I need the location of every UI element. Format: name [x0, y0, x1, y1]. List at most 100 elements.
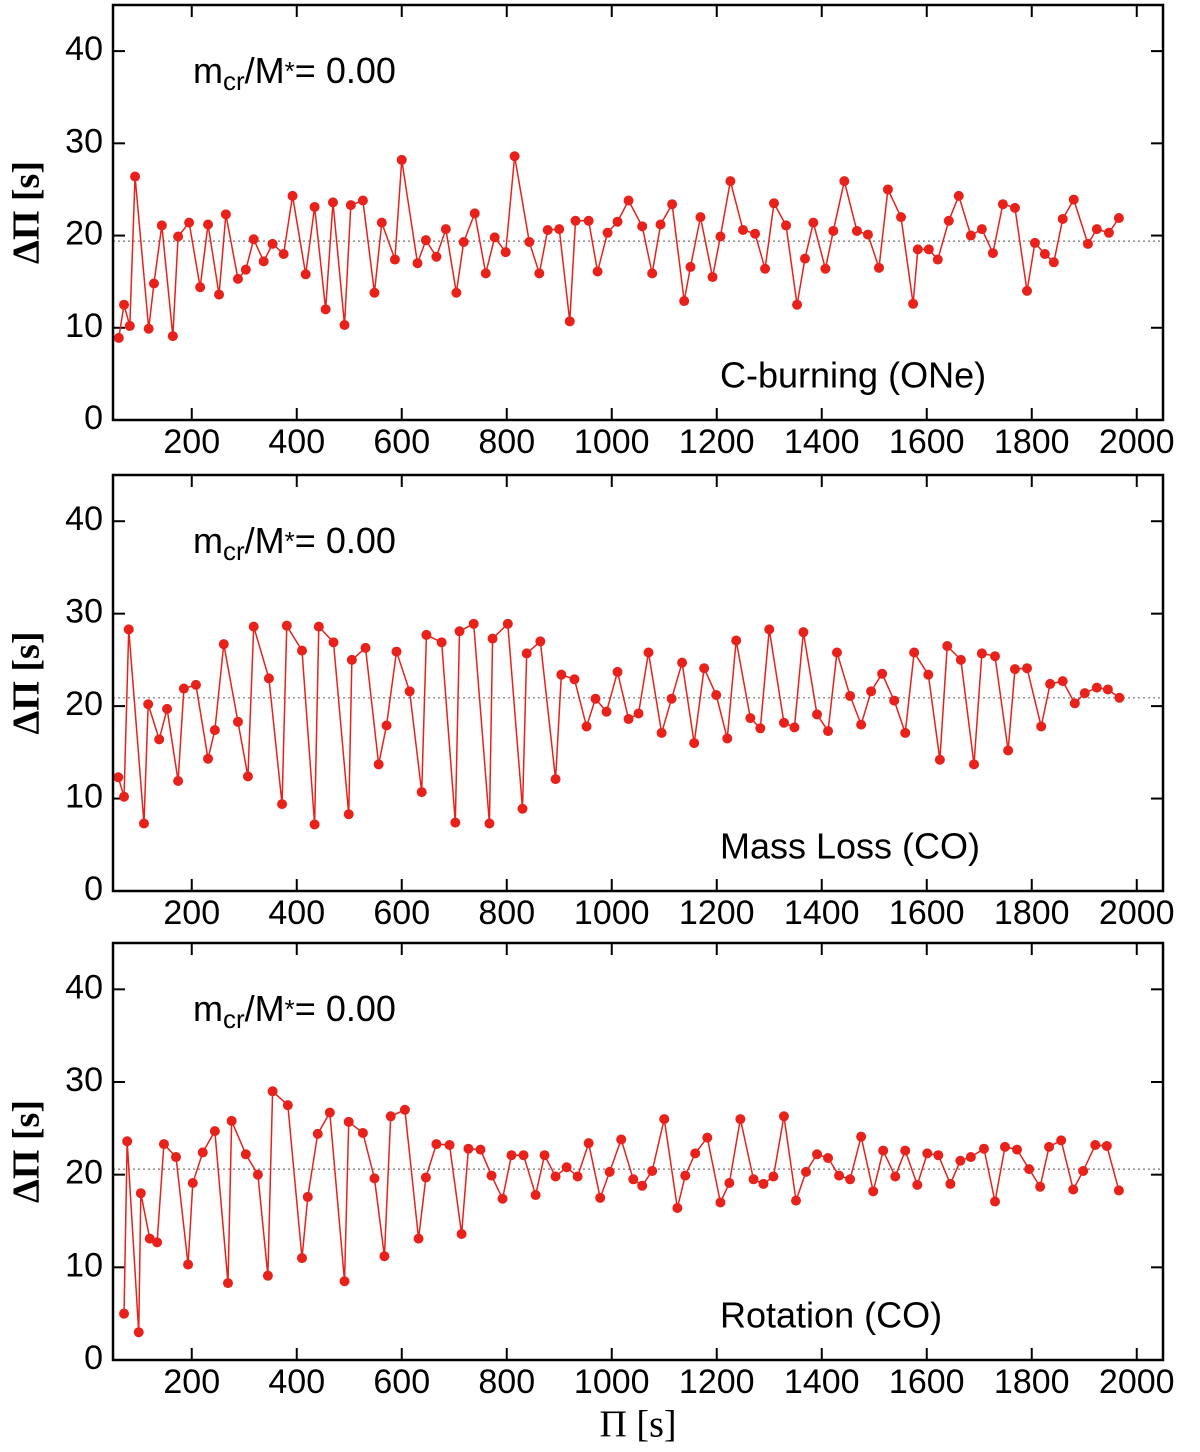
annotation-part: cr [223, 536, 245, 566]
data-point [152, 1237, 163, 1248]
data-point [877, 668, 888, 679]
data-point [267, 238, 278, 249]
annotation-part: m [193, 988, 223, 1029]
data-point [1036, 721, 1047, 732]
data-point [399, 1104, 410, 1115]
data-point [735, 1114, 746, 1125]
x-tick-label: 1400 [784, 1363, 860, 1401]
x-tick-label: 1600 [889, 894, 965, 932]
y-axis-label: ΔΠ [s] [6, 632, 48, 735]
data-point [672, 1203, 683, 1214]
data-point [715, 1197, 726, 1208]
data-point [856, 719, 867, 730]
data-point [768, 198, 779, 209]
data-point [297, 1253, 307, 1264]
data-point [823, 1152, 834, 1163]
data-point [309, 819, 320, 830]
data-point [535, 636, 546, 647]
data-point [707, 272, 718, 283]
data-point [725, 176, 736, 187]
data-point [878, 1145, 889, 1156]
annotation-part: = 0.00 [295, 988, 396, 1029]
data-point [820, 263, 831, 274]
panel-label: Mass Loss (CO) [720, 826, 980, 867]
data-point [750, 228, 761, 239]
data-point [369, 287, 380, 298]
data-point [123, 624, 134, 635]
data-point [171, 1152, 181, 1163]
data-point [187, 1178, 198, 1189]
data-point [679, 296, 690, 307]
data-point [413, 1233, 424, 1244]
panel: 200 400 600 800 1000 1200 1400 1600 1800 2000 0 10 2… [6, 473, 1175, 932]
data-point [647, 1165, 658, 1176]
data-point [781, 220, 792, 231]
data-point [1056, 1135, 1067, 1146]
data-point [592, 266, 603, 277]
data-point [965, 230, 976, 241]
data-point [976, 224, 987, 235]
x-tick-label: 1800 [994, 1363, 1070, 1401]
data-point [616, 1134, 627, 1145]
data-point [420, 1172, 431, 1183]
data-point [643, 647, 654, 658]
data-point [420, 235, 431, 246]
data-point [1044, 1141, 1055, 1152]
data-point [945, 1178, 956, 1189]
data-point [534, 268, 545, 279]
x-tick-label: 600 [373, 1363, 430, 1401]
data-point [1101, 1140, 1112, 1151]
x-tick-label: 2000 [1099, 423, 1175, 461]
data-point [987, 248, 998, 259]
data-point [1009, 202, 1020, 213]
data-point [628, 1174, 639, 1185]
x-tick-label: 800 [478, 894, 535, 932]
x-tick-label: 1600 [889, 423, 965, 461]
data-point [896, 212, 907, 223]
data-point [1045, 678, 1056, 689]
data-point [839, 176, 850, 187]
data-point [1091, 224, 1102, 235]
data-point [755, 723, 766, 734]
data-point [440, 224, 451, 235]
x-tick-label: 1800 [994, 423, 1070, 461]
data-point [421, 629, 432, 640]
data-point [456, 1228, 467, 1239]
annotation-part: m [193, 50, 223, 91]
data-point [637, 1180, 648, 1191]
data-point [339, 320, 350, 331]
data-point [731, 635, 742, 646]
y-tick-label: 20 [65, 685, 103, 723]
data-point [1022, 285, 1033, 296]
data-point [909, 647, 920, 658]
data-point [965, 1152, 976, 1163]
data-point [702, 1132, 713, 1143]
data-point [222, 1278, 233, 1289]
data-point [976, 648, 987, 659]
annotation-part: /M [245, 50, 285, 91]
data-point [369, 1173, 380, 1184]
data-point [184, 217, 195, 228]
data-point [436, 637, 447, 648]
data-point [209, 725, 220, 736]
data-point [845, 1174, 856, 1185]
data-point [262, 1270, 273, 1281]
data-point [232, 273, 243, 284]
data-point [745, 713, 756, 724]
data-point [1113, 1185, 1124, 1196]
x-tick-label: 1600 [889, 1363, 965, 1401]
data-point [1103, 227, 1114, 238]
data-point [119, 791, 130, 802]
data-point [845, 690, 856, 701]
data-point [343, 809, 354, 820]
data-point [789, 722, 800, 733]
panel-label: C-burning (ONe) [720, 355, 986, 396]
data-point [1039, 249, 1050, 259]
data-point [812, 1149, 823, 1160]
data-point [612, 216, 623, 227]
data-point [922, 1148, 933, 1159]
y-tick-label: 10 [65, 778, 103, 816]
data-point [812, 709, 823, 720]
x-tick-label: 1000 [574, 1363, 650, 1401]
data-point [278, 249, 289, 259]
